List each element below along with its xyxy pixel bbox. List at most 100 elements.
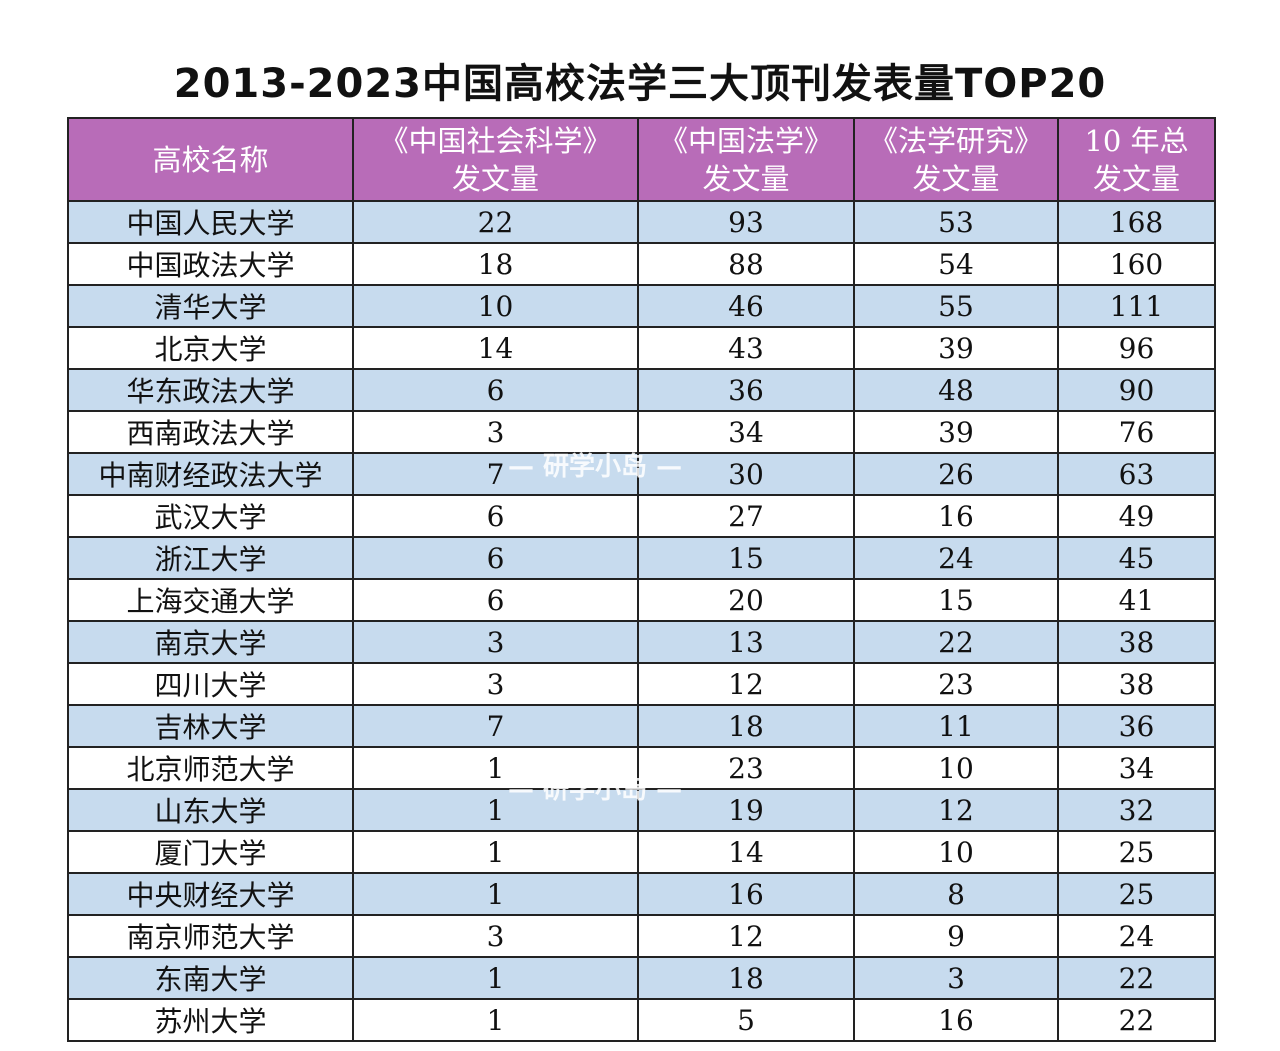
cell-total: 41: [1057, 578, 1216, 622]
table-row: 北京大学 14 43 39 96: [67, 326, 1216, 370]
header-school: 高校名称: [67, 117, 354, 202]
column-header-line: 《中国法学》: [658, 123, 833, 158]
cell-fxyj: 55: [853, 284, 1059, 328]
cell-total: 90: [1057, 368, 1216, 412]
cell-zgshkx: 7: [352, 452, 639, 496]
cell-school: 中国政法大学: [67, 242, 354, 286]
cell-fxyj: 10: [853, 830, 1059, 874]
cell-zgshkx: 6: [352, 368, 639, 412]
cell-zgfx: 20: [637, 578, 855, 622]
cell-total: 76: [1057, 410, 1216, 454]
table-header: 高校名称 《中国社会科学》 发文量 《中国法学》 发文量 《法学研究》 发文量 10 年总 发文…: [67, 117, 1216, 202]
cell-total: 38: [1057, 662, 1216, 706]
column-header-line: 高校名称: [152, 142, 269, 177]
column-header-line: 10 年总: [1084, 123, 1189, 158]
cell-zgfx: 15: [637, 536, 855, 580]
header-zgshkx: 《中国社会科学》 发文量: [352, 117, 639, 202]
cell-fxyj: 39: [853, 410, 1059, 454]
cell-total: 111: [1057, 284, 1216, 328]
cell-zgfx: 27: [637, 494, 855, 538]
cell-zgfx: 12: [637, 914, 855, 958]
table-row: 中央财经大学 1 16 8 25: [67, 872, 1216, 916]
cell-school: 苏州大学: [67, 998, 354, 1042]
column-header-line: 发文量: [702, 161, 790, 196]
table-row: 武汉大学 6 27 16 49: [67, 494, 1216, 538]
cell-total: 22: [1057, 998, 1216, 1042]
cell-total: 36: [1057, 704, 1216, 748]
ranking-table: 高校名称 《中国社会科学》 发文量 《中国法学》 发文量 《法学研究》 发文量 10 年总 发文…: [67, 117, 1216, 1042]
cell-total: 45: [1057, 536, 1216, 580]
cell-zgshkx: 6: [352, 536, 639, 580]
cell-zgfx: 93: [637, 200, 855, 244]
cell-zgfx: 5: [637, 998, 855, 1042]
cell-fxyj: 48: [853, 368, 1059, 412]
table-row: 清华大学 10 46 55 111: [67, 284, 1216, 328]
cell-school: 西南政法大学: [67, 410, 354, 454]
cell-zgshkx: 3: [352, 662, 639, 706]
cell-school: 北京大学: [67, 326, 354, 370]
table-row: 东南大学 1 18 3 22: [67, 956, 1216, 1000]
table-row: 西南政法大学 3 34 39 76: [67, 410, 1216, 454]
cell-zgshkx: 18: [352, 242, 639, 286]
cell-zgshkx: 7: [352, 704, 639, 748]
table-row: 华东政法大学 6 36 48 90: [67, 368, 1216, 412]
cell-school: 四川大学: [67, 662, 354, 706]
cell-school: 中央财经大学: [67, 872, 354, 916]
cell-total: 160: [1057, 242, 1216, 286]
cell-fxyj: 54: [853, 242, 1059, 286]
cell-zgfx: 43: [637, 326, 855, 370]
header-fxyj: 《法学研究》 发文量: [853, 117, 1059, 202]
cell-zgfx: 16: [637, 872, 855, 916]
cell-fxyj: 9: [853, 914, 1059, 958]
cell-zgfx: 36: [637, 368, 855, 412]
cell-zgfx: 18: [637, 704, 855, 748]
cell-school: 上海交通大学: [67, 578, 354, 622]
cell-zgfx: 34: [637, 410, 855, 454]
cell-total: 38: [1057, 620, 1216, 664]
cell-school: 南京师范大学: [67, 914, 354, 958]
cell-school: 中国人民大学: [67, 200, 354, 244]
cell-fxyj: 26: [853, 452, 1059, 496]
cell-fxyj: 39: [853, 326, 1059, 370]
table-row: 四川大学 3 12 23 38: [67, 662, 1216, 706]
table-row: 中国政法大学 18 88 54 160: [67, 242, 1216, 286]
cell-school: 东南大学: [67, 956, 354, 1000]
cell-zgfx: 46: [637, 284, 855, 328]
cell-school: 厦门大学: [67, 830, 354, 874]
cell-zgshkx: 1: [352, 998, 639, 1042]
cell-fxyj: 11: [853, 704, 1059, 748]
cell-total: 63: [1057, 452, 1216, 496]
cell-school: 南京大学: [67, 620, 354, 664]
cell-zgshkx: 6: [352, 494, 639, 538]
header-row: 高校名称 《中国社会科学》 发文量 《中国法学》 发文量 《法学研究》 发文量 10 年总 发文…: [67, 117, 1216, 202]
page-title: 2013-2023中国高校法学三大顶刊发表量TOP20: [173, 61, 1107, 107]
table-row: 浙江大学 6 15 24 45: [67, 536, 1216, 580]
cell-zgshkx: 3: [352, 410, 639, 454]
cell-school: 吉林大学: [67, 704, 354, 748]
cell-zgfx: 13: [637, 620, 855, 664]
cell-zgfx: 30: [637, 452, 855, 496]
table-row: 北京师范大学 1 23 10 34: [67, 746, 1216, 790]
cell-zgshkx: 6: [352, 578, 639, 622]
cell-fxyj: 53: [853, 200, 1059, 244]
cell-fxyj: 23: [853, 662, 1059, 706]
cell-school: 中南财经政法大学: [67, 452, 354, 496]
cell-zgshkx: 3: [352, 620, 639, 664]
table-row: 中国人民大学 22 93 53 168: [67, 200, 1216, 244]
cell-zgfx: 18: [637, 956, 855, 1000]
column-header-line: 发文量: [451, 161, 539, 196]
cell-zgshkx: 1: [352, 830, 639, 874]
cell-zgshkx: 3: [352, 914, 639, 958]
cell-fxyj: 24: [853, 536, 1059, 580]
cell-fxyj: 16: [853, 998, 1059, 1042]
cell-total: 34: [1057, 746, 1216, 790]
cell-fxyj: 10: [853, 746, 1059, 790]
cell-fxyj: 3: [853, 956, 1059, 1000]
column-header-line: 《中国社会科学》: [379, 123, 612, 158]
cell-total: 96: [1057, 326, 1216, 370]
cell-zgshkx: 10: [352, 284, 639, 328]
cell-school: 清华大学: [67, 284, 354, 328]
cell-total: 25: [1057, 872, 1216, 916]
cell-fxyj: 8: [853, 872, 1059, 916]
cell-school: 山东大学: [67, 788, 354, 832]
